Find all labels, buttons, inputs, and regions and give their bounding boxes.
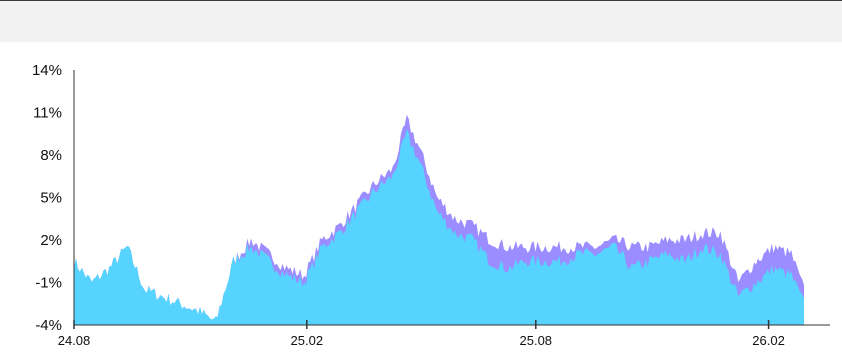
y-tick-label: 14% bbox=[32, 62, 62, 79]
y-tick-label: 11% bbox=[33, 105, 62, 122]
top-bar bbox=[0, 0, 842, 42]
axes-layer: 14% 11% 8% 5% 2% -1% -4%24.08 25.02 25.08 26.02 bbox=[32, 62, 830, 348]
series-area-lower bbox=[74, 129, 804, 325]
x-tick-label: 25.02 bbox=[291, 333, 324, 348]
areas-layer bbox=[74, 114, 804, 325]
x-tick-label: 24.08 bbox=[58, 333, 91, 348]
y-tick-label: 2% bbox=[40, 232, 62, 249]
x-tick-label: 25.08 bbox=[520, 333, 553, 348]
x-tick-label: 26.02 bbox=[752, 333, 785, 348]
y-tick-label: -4% bbox=[35, 317, 62, 334]
y-tick-label: 5% bbox=[40, 190, 62, 207]
y-tick-label: 8% bbox=[40, 147, 62, 164]
y-tick-label: -1% bbox=[35, 275, 62, 292]
